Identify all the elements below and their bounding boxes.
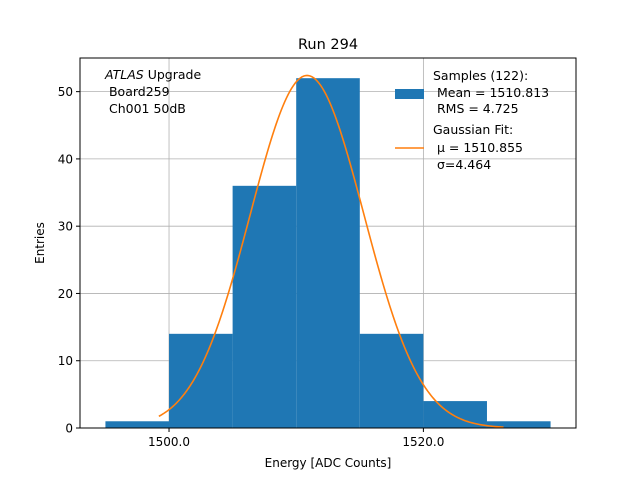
histogram-bar	[105, 421, 170, 428]
chart-title: Run 294	[298, 37, 358, 53]
legend: Samples (122): Mean = 1510.813 RMS = 4.7…	[395, 68, 549, 172]
y-tick-label: 50	[58, 85, 73, 99]
x-axis-label: Energy [ADC Counts]	[265, 456, 392, 470]
legend-fit-line-1: Gaussian Fit:	[433, 122, 513, 137]
histogram-bars	[105, 78, 551, 428]
x-axis-ticks: 1500.0 1520.0	[148, 428, 444, 449]
atlas-label: ATLAS	[104, 67, 144, 82]
histogram-bar	[296, 78, 360, 428]
plot-frame	[79, 57, 577, 429]
y-tick-label: 10	[58, 354, 73, 368]
histogram-bar	[359, 333, 424, 428]
legend-hist-line-2: Mean = 1510.813	[433, 85, 549, 100]
y-tick-label: 0	[65, 422, 73, 436]
y-axis-label: Entries	[33, 222, 47, 264]
histogram-bar	[232, 185, 297, 428]
legend-fit-line-2: μ = 1510.855	[433, 140, 523, 155]
annotation-line-1: ATLAS Upgrade	[104, 67, 201, 82]
y-axis-ticks: 0 10 20 30 40 50	[58, 85, 80, 436]
histogram-bar	[486, 421, 551, 428]
y-tick-label: 40	[58, 152, 73, 166]
annotation-line-3: Ch001 50dB	[105, 101, 186, 116]
legend-hist-line-3: RMS = 4.725	[433, 101, 519, 116]
legend-histogram-swatch	[395, 89, 424, 99]
histogram-bar	[169, 333, 233, 428]
gaussian-fit-curve	[158, 74, 504, 428]
legend-hist-line-1: Samples (122):	[433, 68, 528, 83]
y-tick-label: 20	[58, 287, 73, 301]
atlas-annotation: ATLAS Upgrade Board259 Ch001 50dB	[104, 67, 201, 116]
x-tick-label: 1520.0	[402, 435, 444, 449]
x-tick-label: 1500.0	[148, 435, 190, 449]
y-tick-label: 30	[58, 220, 73, 234]
annotation-line-2: Board259	[105, 84, 170, 99]
upgrade-label: Upgrade	[144, 67, 202, 82]
legend-fit-line-3: σ=4.464	[433, 157, 491, 172]
